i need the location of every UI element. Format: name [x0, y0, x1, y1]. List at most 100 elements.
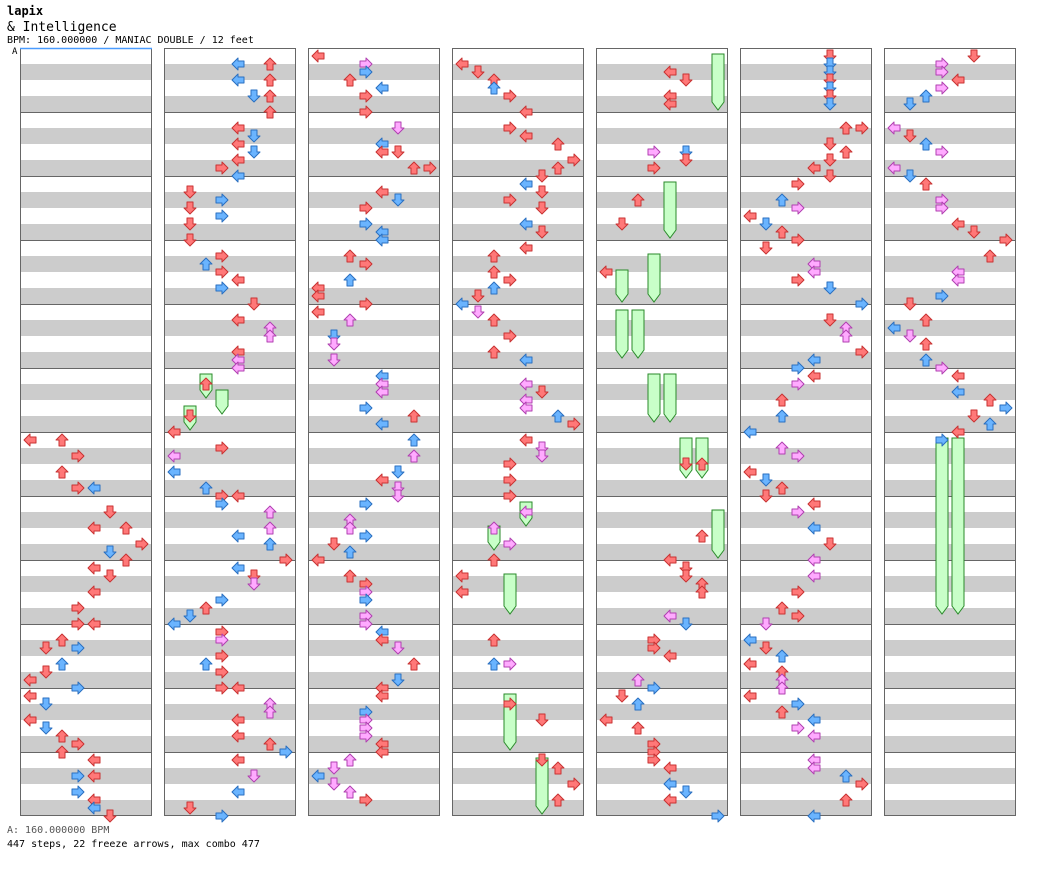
beat-stripe	[164, 160, 296, 176]
beat-stripe	[308, 672, 440, 688]
step-arrow	[359, 593, 373, 607]
beat-stripe	[740, 640, 872, 656]
beat-stripe	[596, 448, 728, 464]
step-arrow	[999, 401, 1013, 415]
step-arrow	[471, 305, 485, 319]
step-arrow	[231, 73, 245, 87]
beat-stripe	[884, 352, 1016, 368]
beat-stripe	[308, 160, 440, 176]
step-arrow	[631, 193, 645, 207]
step-arrow	[807, 369, 821, 383]
step-arrow	[183, 201, 197, 215]
beat-stripe	[740, 128, 872, 144]
step-arrow	[39, 665, 53, 679]
step-arrow	[663, 553, 677, 567]
beat-stripe	[884, 736, 1016, 752]
beat-stripe	[740, 448, 872, 464]
step-arrow	[39, 697, 53, 711]
freeze-arrow	[535, 757, 549, 815]
step-arrow	[663, 609, 677, 623]
beat-stripe	[308, 224, 440, 240]
step-arrow	[327, 353, 341, 367]
step-arrow	[919, 177, 933, 191]
step-arrow	[359, 497, 373, 511]
beat-stripe	[740, 96, 872, 112]
step-arrow	[519, 105, 533, 119]
step-arrow	[215, 809, 229, 823]
step-arrow	[807, 553, 821, 567]
step-arrow	[631, 697, 645, 711]
freeze-arrow	[663, 373, 677, 423]
step-arrow	[807, 497, 821, 511]
step-arrow	[807, 353, 821, 367]
beat-stripe	[452, 736, 584, 752]
beat-stripe	[884, 160, 1016, 176]
freeze-arrow	[711, 53, 725, 111]
step-stats: 447 steps, 22 freeze arrows, max combo 4…	[7, 839, 260, 850]
step-arrow	[791, 505, 805, 519]
step-arrow	[487, 633, 501, 647]
step-arrow	[679, 569, 693, 583]
beat-stripe	[884, 416, 1016, 432]
beat-stripe	[308, 192, 440, 208]
step-arrow	[183, 233, 197, 247]
beat-stripe	[308, 320, 440, 336]
beat-stripe	[740, 416, 872, 432]
beat-stripe	[740, 800, 872, 816]
step-arrow	[663, 649, 677, 663]
beat-stripe	[20, 576, 152, 592]
beat-stripe	[20, 512, 152, 528]
beat-stripe	[308, 736, 440, 752]
beat-stripe	[308, 800, 440, 816]
step-arrow	[535, 169, 549, 183]
step-arrow	[759, 641, 773, 655]
step-arrow	[391, 121, 405, 135]
beat-stripe	[20, 64, 152, 80]
step-arrow	[55, 729, 69, 743]
step-arrow	[343, 313, 357, 327]
step-arrow	[487, 345, 501, 359]
step-arrow	[823, 97, 837, 111]
beat-stripe	[164, 256, 296, 272]
step-arrow	[759, 617, 773, 631]
step-arrow	[743, 689, 757, 703]
step-arrow	[199, 257, 213, 271]
step-arrow	[343, 273, 357, 287]
step-arrow	[327, 777, 341, 791]
beat-stripe	[20, 352, 152, 368]
step-arrow	[519, 353, 533, 367]
step-arrow	[311, 289, 325, 303]
beat-stripe	[452, 640, 584, 656]
step-arrow	[711, 809, 725, 823]
step-arrow	[391, 673, 405, 687]
step-arrow	[839, 145, 853, 159]
beat-stripe	[596, 416, 728, 432]
step-arrow	[791, 177, 805, 191]
beat-stripe	[20, 128, 152, 144]
step-arrow	[39, 641, 53, 655]
step-arrow	[23, 689, 37, 703]
step-arrow	[823, 537, 837, 551]
step-arrow	[215, 281, 229, 295]
beat-stripe	[308, 352, 440, 368]
step-arrow	[167, 465, 181, 479]
step-arrow	[663, 777, 677, 791]
step-arrow	[407, 449, 421, 463]
step-arrow	[503, 657, 517, 671]
step-arrow	[935, 201, 949, 215]
step-arrow	[55, 433, 69, 447]
step-arrow	[359, 297, 373, 311]
chart-column-border	[308, 48, 440, 816]
step-arrow	[615, 217, 629, 231]
step-arrow	[743, 465, 757, 479]
beat-stripe	[596, 64, 728, 80]
step-arrow	[983, 249, 997, 263]
step-arrow	[999, 233, 1013, 247]
beat-stripe	[164, 672, 296, 688]
beat-stripe	[20, 480, 152, 496]
step-arrow	[503, 697, 517, 711]
step-arrow	[359, 401, 373, 415]
step-arrow	[55, 633, 69, 647]
beat-stripe	[740, 320, 872, 336]
